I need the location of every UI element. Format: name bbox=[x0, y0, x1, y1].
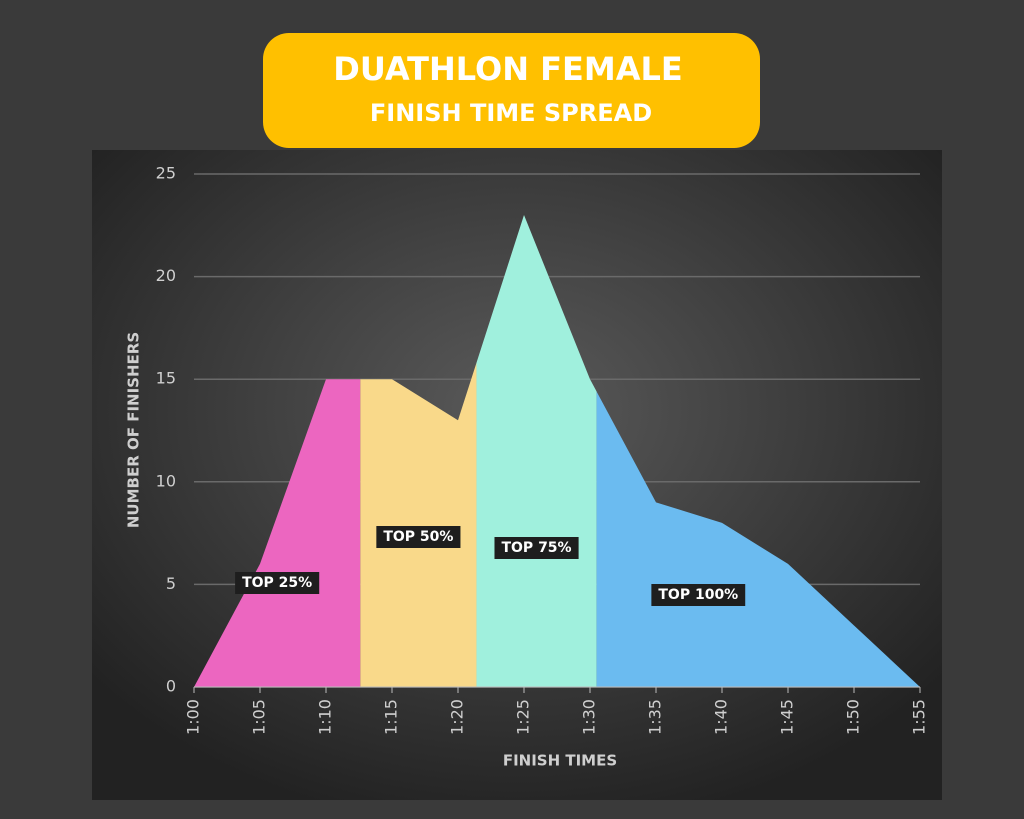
y-axis-title: NUMBER OF FINISHERS bbox=[125, 332, 143, 528]
band-label-box bbox=[494, 537, 579, 559]
band-label-box bbox=[235, 572, 320, 594]
area-band bbox=[360, 362, 477, 687]
x-tick-label: 1:10 bbox=[316, 699, 335, 735]
band-label: TOP 100% bbox=[658, 587, 738, 603]
x-axis-title: FINISH TIMES bbox=[503, 752, 617, 770]
x-tick-label: 1:00 bbox=[184, 699, 203, 735]
band-label-group: TOP 25% bbox=[235, 572, 320, 594]
chart-title: DUATHLON FEMALE bbox=[333, 50, 682, 88]
y-tick-label: 5 bbox=[166, 574, 176, 593]
x-tick-label: 1:40 bbox=[712, 699, 731, 735]
y-tick-label: 15 bbox=[156, 369, 176, 388]
band-label-group: TOP 100% bbox=[651, 584, 746, 606]
chart-subtitle: FINISH TIME SPREAD bbox=[370, 99, 652, 127]
y-tick-label: 0 bbox=[166, 677, 176, 696]
band-label-group: TOP 50% bbox=[376, 526, 461, 548]
y-tick-label: 20 bbox=[156, 266, 176, 285]
x-tick-label: 1:35 bbox=[646, 699, 665, 735]
y-tick-label: 10 bbox=[156, 471, 176, 490]
band-label-box bbox=[651, 584, 746, 606]
x-tick-label: 1:15 bbox=[382, 699, 401, 735]
x-tick-label: 1:05 bbox=[250, 699, 269, 735]
band-label: TOP 50% bbox=[383, 529, 453, 545]
area-band bbox=[476, 215, 597, 687]
area-band bbox=[596, 391, 920, 687]
band-label-box bbox=[376, 526, 461, 548]
plot: 0 5 10 15 20 25 1:00 1:05 1:10 1:15 1:20 1:25 1:30 1:… bbox=[156, 164, 929, 735]
band-label: TOP 25% bbox=[242, 575, 312, 591]
x-tick-label: 1:55 bbox=[910, 699, 929, 735]
x-tick-label: 1:30 bbox=[580, 699, 599, 735]
area bbox=[194, 379, 361, 687]
x-tick-label: 1:45 bbox=[778, 699, 797, 735]
x-tick-label: 1:20 bbox=[448, 699, 467, 735]
band-label: TOP 75% bbox=[501, 540, 571, 556]
x-tick-label: 1:50 bbox=[844, 699, 863, 735]
y-tick-label: 25 bbox=[156, 164, 176, 183]
band-label-group: TOP 75% bbox=[494, 537, 579, 559]
x-tick-label: 1:25 bbox=[514, 699, 533, 735]
title-box bbox=[263, 33, 760, 148]
